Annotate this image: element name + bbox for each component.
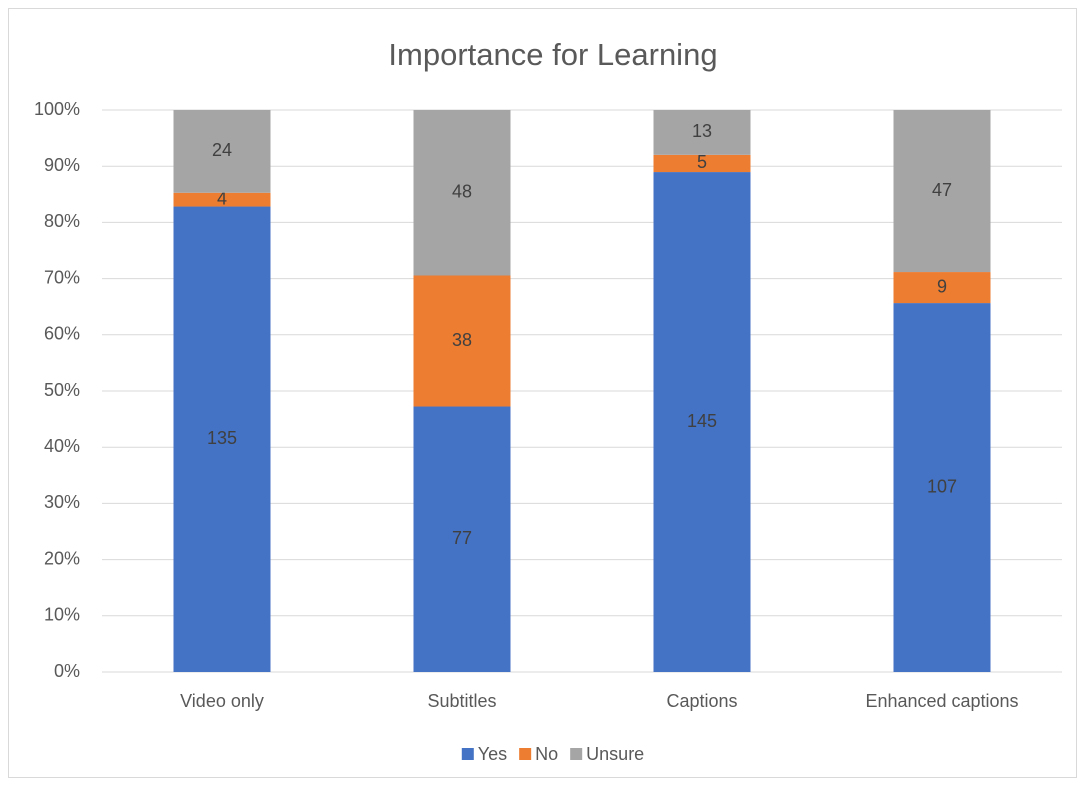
legend-swatch (461, 748, 474, 760)
data-label: 24 (212, 140, 232, 160)
data-label: 47 (932, 180, 952, 200)
y-tick-label: 60% (44, 324, 80, 344)
data-label: 9 (937, 276, 947, 296)
y-tick-label: 70% (44, 267, 80, 287)
data-label: 48 (452, 181, 472, 201)
data-label: 77 (452, 528, 472, 548)
data-label: 107 (927, 476, 957, 496)
legend-swatch (519, 748, 532, 760)
x-tick-label: Video only (180, 691, 264, 711)
bar-segment (173, 192, 271, 207)
bar-segment (413, 110, 511, 276)
data-label: 145 (687, 411, 717, 431)
x-tick-label: Subtitles (427, 691, 496, 711)
y-tick-label: 80% (44, 211, 80, 231)
bar-segment (893, 303, 991, 672)
data-label: 38 (452, 330, 472, 350)
x-tick-label: Captions (666, 691, 737, 711)
chart-title: Importance for Learning (388, 37, 717, 72)
y-tick-label: 10% (44, 605, 80, 625)
bar-segment (653, 172, 751, 673)
legend-label: No (535, 744, 558, 764)
bar-segment (413, 406, 511, 672)
y-tick-label: 50% (44, 380, 80, 400)
bar-segment (653, 110, 751, 155)
data-label: 135 (207, 428, 237, 448)
y-tick-label: 30% (44, 492, 80, 512)
bar-segment (413, 275, 511, 407)
bar-segment (173, 110, 271, 193)
y-tick-label: 20% (44, 548, 80, 568)
bar-segment (653, 154, 751, 173)
bar-segment (893, 272, 991, 304)
legend-swatch (570, 748, 583, 760)
legend-label: Unsure (586, 744, 644, 764)
legend-label: Yes (478, 744, 507, 764)
y-tick-label: 0% (54, 661, 80, 681)
y-tick-label: 100% (34, 99, 80, 119)
y-tick-label: 40% (44, 436, 80, 456)
data-label: 5 (697, 152, 707, 172)
y-tick-label: 90% (44, 155, 80, 175)
data-label: 13 (692, 121, 712, 141)
bar-segment (173, 206, 271, 673)
x-tick-label: Enhanced captions (865, 691, 1018, 711)
data-label: 4 (217, 188, 227, 208)
bar-segment (893, 110, 991, 273)
